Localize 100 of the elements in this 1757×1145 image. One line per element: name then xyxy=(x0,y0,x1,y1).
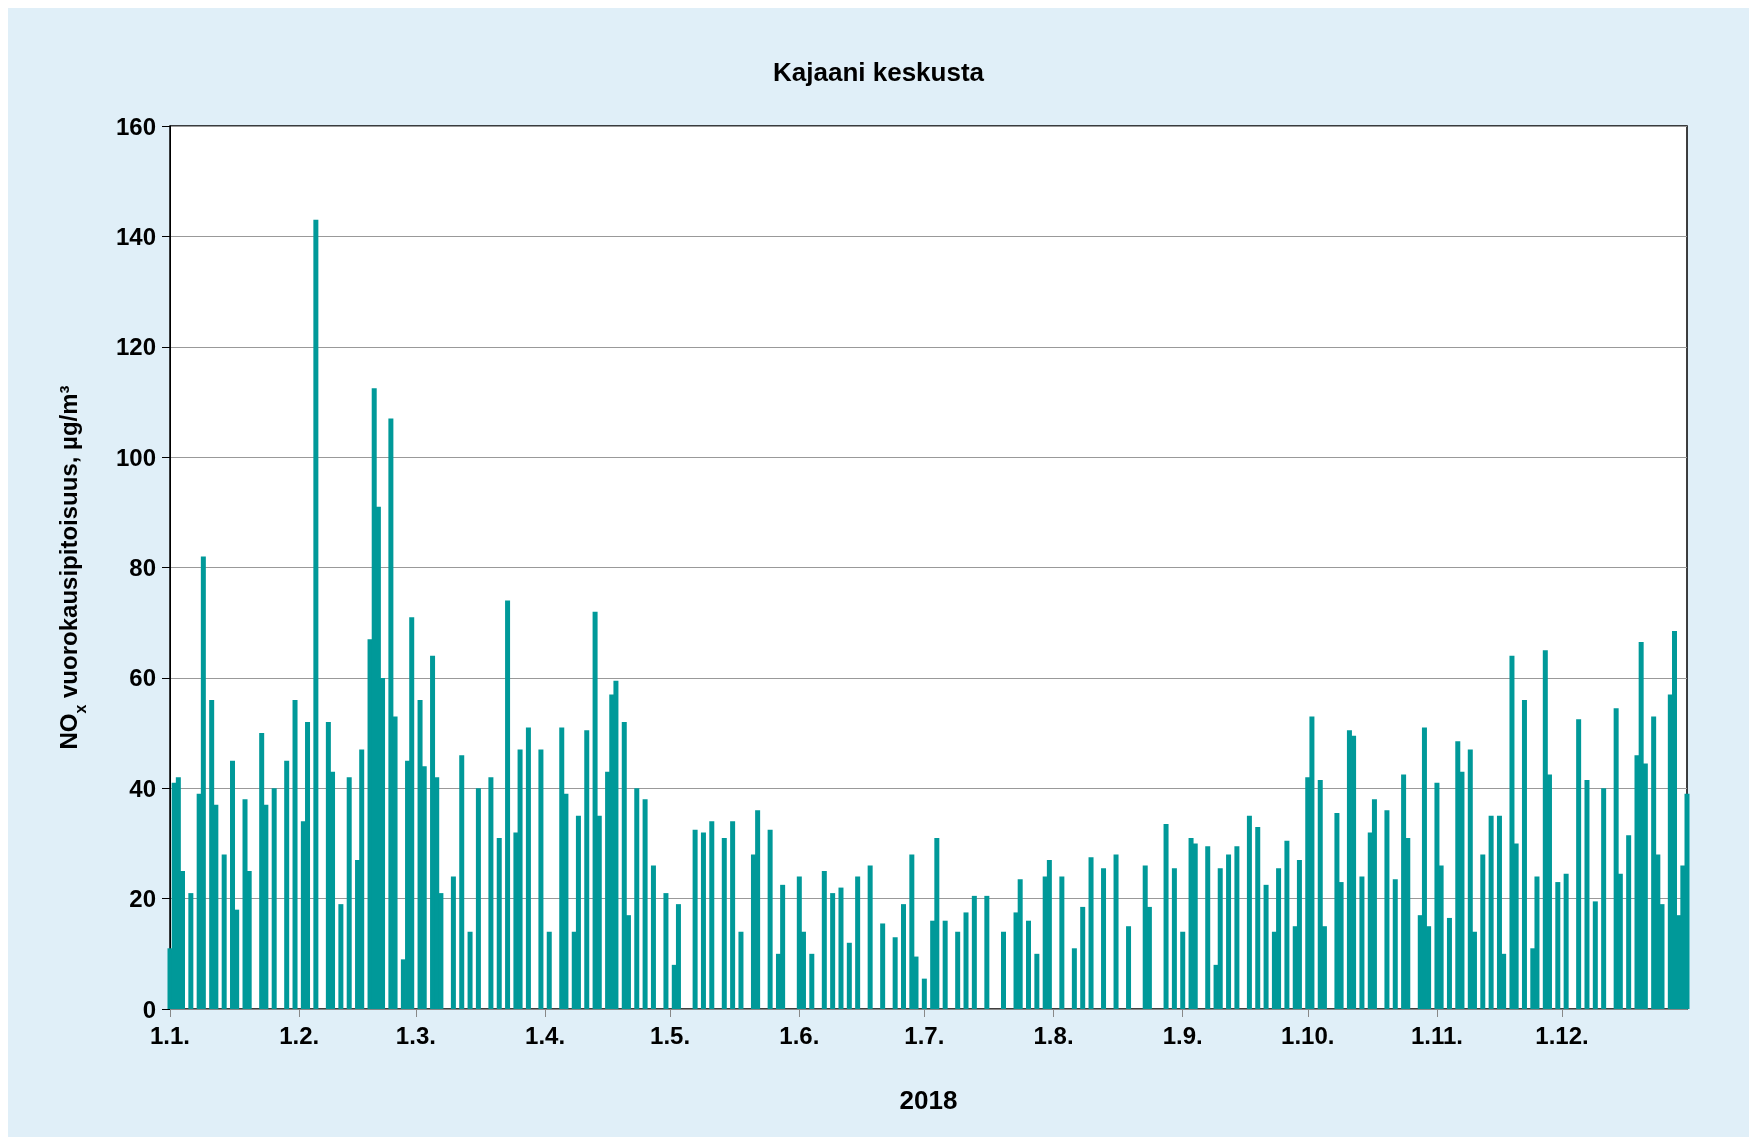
bar xyxy=(188,893,194,1009)
x-tick-label: 1.2. xyxy=(279,1021,320,1049)
bar xyxy=(1359,876,1365,1009)
bar xyxy=(1059,876,1065,1009)
x-tick-label: 1.3. xyxy=(395,1021,436,1049)
chart-title: Kajaani keskusta xyxy=(772,57,985,87)
bar xyxy=(271,788,277,1009)
bar xyxy=(909,854,915,1009)
bar xyxy=(1496,815,1502,1009)
bar xyxy=(546,931,552,1009)
bar xyxy=(1171,868,1177,1009)
bar xyxy=(1534,876,1540,1009)
bar xyxy=(459,755,465,1009)
bar xyxy=(692,829,698,1009)
bar xyxy=(1446,917,1452,1009)
bar xyxy=(538,749,544,1009)
bar xyxy=(1276,868,1282,1009)
bar xyxy=(1001,931,1007,1009)
bar xyxy=(388,418,394,1009)
bar xyxy=(780,884,786,1009)
bar xyxy=(634,788,640,1009)
bar xyxy=(450,876,456,1009)
x-tick-label: 1.7. xyxy=(904,1021,945,1049)
x-tick-label: 1.5. xyxy=(650,1021,691,1049)
bar xyxy=(1126,926,1132,1009)
bar xyxy=(1080,906,1086,1009)
y-tick-label: 160 xyxy=(115,112,156,140)
bar xyxy=(971,895,977,1009)
bar xyxy=(1205,846,1211,1009)
bar xyxy=(1421,727,1427,1009)
x-tick-label: 1.6. xyxy=(779,1021,820,1049)
y-axis-title: NOx vuorokausipitoisuus, µg/m³ xyxy=(54,385,89,750)
y-tick-label: 0 xyxy=(142,995,156,1023)
y-tick-label: 40 xyxy=(129,774,156,802)
bar xyxy=(1613,708,1619,1009)
bar xyxy=(1317,779,1323,1009)
bar xyxy=(359,749,365,1009)
bar xyxy=(1384,810,1390,1009)
bar xyxy=(1246,815,1252,1009)
bar xyxy=(230,760,236,1009)
bar xyxy=(675,904,681,1009)
bar xyxy=(730,821,736,1009)
x-tick-label: 1.4. xyxy=(525,1021,566,1049)
bar xyxy=(767,829,773,1009)
bar xyxy=(1488,815,1494,1009)
bar xyxy=(892,937,898,1009)
bar xyxy=(200,556,206,1009)
bar xyxy=(1467,749,1473,1009)
bar xyxy=(1180,931,1186,1009)
bar xyxy=(984,895,990,1009)
bar xyxy=(1584,779,1590,1009)
bar xyxy=(1601,788,1607,1009)
x-tick-label: 1.9. xyxy=(1162,1021,1203,1049)
x-tick-label: 1.8. xyxy=(1033,1021,1074,1049)
bar xyxy=(517,749,523,1009)
bar xyxy=(1113,854,1119,1009)
bar xyxy=(1684,793,1690,1009)
bar xyxy=(1217,868,1223,1009)
bar xyxy=(1071,948,1077,1009)
x-tick-label: 1.11. xyxy=(1410,1021,1463,1049)
bar xyxy=(900,904,906,1009)
bar xyxy=(525,727,531,1009)
bar xyxy=(1263,884,1269,1009)
y-tick-label: 140 xyxy=(115,222,156,250)
bar xyxy=(1563,873,1569,1009)
bar xyxy=(963,912,969,1009)
bar xyxy=(1234,846,1240,1009)
bar xyxy=(1309,716,1315,1009)
bar xyxy=(338,904,344,1009)
bar xyxy=(313,219,319,1009)
bar xyxy=(292,699,298,1009)
bar xyxy=(1026,920,1032,1009)
bar xyxy=(221,854,227,1009)
bar xyxy=(700,832,706,1009)
x-axis-title: 2018 xyxy=(899,1085,958,1115)
bar xyxy=(1371,799,1377,1009)
bar xyxy=(809,953,815,1009)
bar xyxy=(934,837,940,1009)
bar xyxy=(709,821,715,1009)
bar xyxy=(621,722,627,1009)
bar xyxy=(1255,826,1261,1009)
bar xyxy=(409,617,415,1009)
bar xyxy=(846,942,852,1009)
bar xyxy=(880,923,886,1009)
bar xyxy=(1592,901,1598,1009)
y-tick-label: 60 xyxy=(129,664,156,692)
bar xyxy=(305,722,311,1009)
bar xyxy=(1434,782,1440,1009)
x-tick-label: 1.10. xyxy=(1281,1021,1335,1049)
bar xyxy=(1163,824,1169,1009)
bar xyxy=(721,837,727,1009)
bar xyxy=(1521,699,1527,1009)
bar xyxy=(613,680,619,1009)
bar xyxy=(821,871,827,1009)
bar xyxy=(346,777,352,1009)
bar xyxy=(467,931,473,1009)
bar xyxy=(1576,719,1582,1009)
bar xyxy=(1672,630,1677,1009)
y-tick-label: 80 xyxy=(129,554,156,581)
bar xyxy=(496,837,502,1009)
